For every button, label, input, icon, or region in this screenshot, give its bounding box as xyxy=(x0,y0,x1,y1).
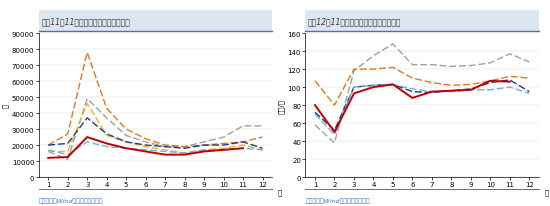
Text: 图表12：11月挖掘机开工小时数持平前值: 图表12：11月挖掘机开工小时数持平前值 xyxy=(308,17,402,26)
Y-axis label: 小时/月: 小时/月 xyxy=(278,98,285,113)
Y-axis label: 台: 台 xyxy=(2,103,9,108)
Text: 图表11：11月挖掘机销售环比延续改善: 图表11：11月挖掘机销售环比延续改善 xyxy=(41,17,130,26)
Text: 资料来源：Wind，国盛证券研究所: 资料来源：Wind，国盛证券研究所 xyxy=(305,198,370,203)
Text: 月: 月 xyxy=(278,188,282,195)
Text: 资料来源：Wind，国盛证券研究所: 资料来源：Wind，国盛证券研究所 xyxy=(39,198,103,203)
Text: 月: 月 xyxy=(544,188,549,195)
